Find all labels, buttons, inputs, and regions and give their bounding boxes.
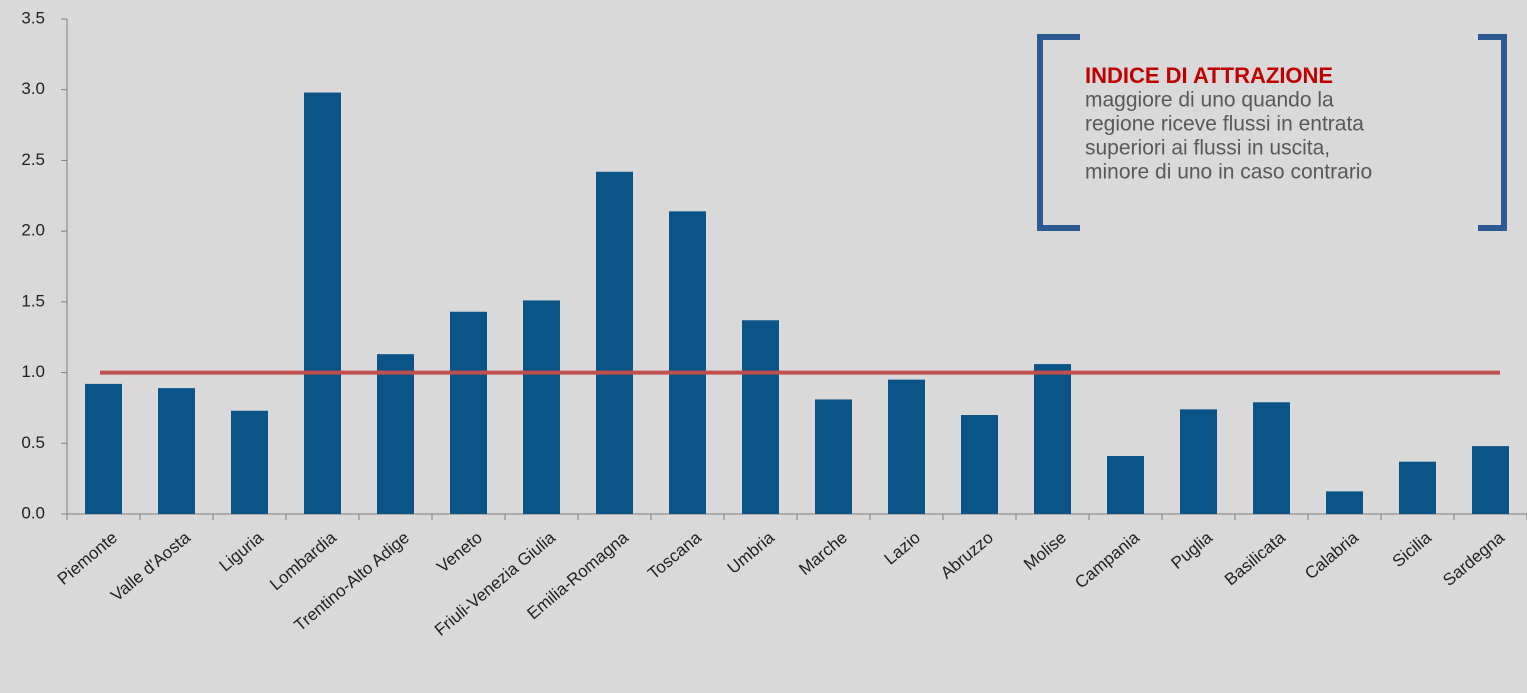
bar — [1180, 409, 1217, 514]
y-tick-label: 1.0 — [21, 362, 45, 381]
bar — [596, 171, 633, 514]
annotation-bracket — [1037, 34, 1507, 231]
bar — [1399, 461, 1436, 514]
bar — [1326, 491, 1363, 514]
y-tick-label: 2.0 — [21, 221, 45, 240]
bar — [231, 410, 268, 514]
bar — [742, 320, 779, 514]
bar — [450, 311, 487, 514]
bar — [377, 354, 414, 514]
y-tick-label: 0.0 — [21, 503, 45, 522]
y-tick-label: 1.5 — [21, 291, 45, 310]
annotation-text: regione riceve flussi in entrata — [1085, 113, 1364, 136]
bar — [1253, 402, 1290, 514]
annotation-text: superiori ai flussi in uscita, — [1085, 137, 1330, 160]
y-tick-label: 3.5 — [21, 8, 45, 27]
annotation-text: maggiore di uno quando la — [1085, 89, 1334, 112]
bar — [815, 399, 852, 514]
bar — [1472, 446, 1509, 514]
bar — [85, 383, 122, 514]
y-tick-label: 0.5 — [21, 433, 45, 452]
bar — [158, 388, 195, 514]
bar — [1107, 456, 1144, 514]
bar — [888, 379, 925, 514]
annotation-title: INDICE DI ATTRAZIONE — [1085, 63, 1333, 88]
bar — [1034, 364, 1071, 514]
bar — [304, 92, 341, 515]
bar — [523, 300, 560, 514]
y-tick-label: 2.5 — [21, 150, 45, 169]
bar — [669, 211, 706, 515]
bar — [961, 415, 998, 514]
y-tick-label: 3.0 — [21, 79, 45, 98]
annotation-text: minore di uno in caso contrario — [1085, 161, 1372, 184]
